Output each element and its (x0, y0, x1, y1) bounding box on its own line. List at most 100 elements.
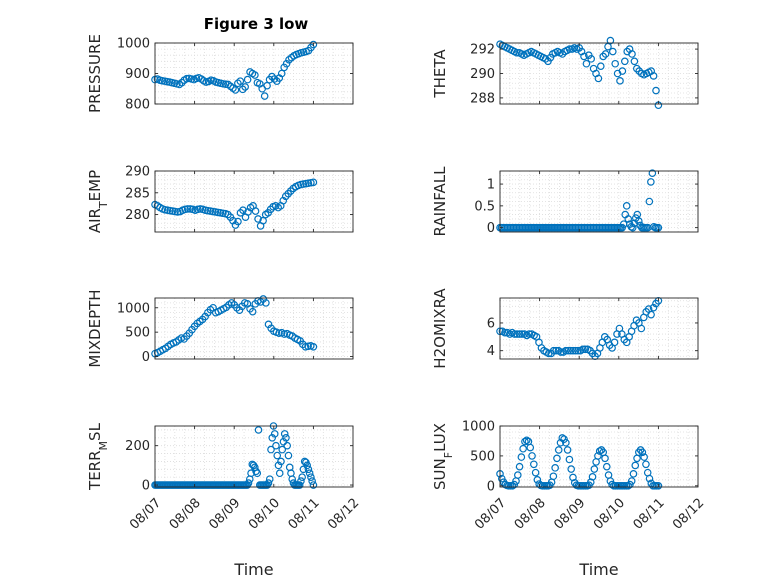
data-point (517, 453, 526, 461)
data-point (599, 52, 608, 61)
x-tick-label: 08/12 (670, 496, 707, 533)
x-axis-label: Time (578, 560, 618, 579)
y-axis-label: AIRTEMP (86, 170, 110, 233)
panel-2: 288 290 292 THETA (431, 36, 699, 110)
data-point (552, 346, 560, 355)
data-point (649, 303, 658, 312)
data-point (618, 223, 626, 232)
data-point (531, 468, 540, 477)
axes-box (154, 425, 354, 488)
x-tick-label: 08/10 (591, 496, 628, 533)
y-tick-label: 1000 (117, 37, 150, 52)
data-point (647, 310, 655, 319)
y-axis-label: MIXDEPTH (86, 289, 104, 367)
axes-box (499, 297, 699, 360)
data-point (268, 434, 277, 442)
data-point (652, 86, 660, 95)
data-point (307, 473, 315, 481)
y-tick-label: 500 (125, 326, 150, 341)
data-point (590, 465, 599, 473)
data-point (564, 346, 573, 355)
data-point (558, 434, 567, 442)
data-point (579, 345, 587, 354)
data-point (642, 460, 650, 469)
data-point (300, 457, 309, 466)
x-tick-label: 08/11 (286, 496, 323, 533)
y-tick-label: 6 (487, 316, 495, 331)
data-point (521, 437, 529, 446)
data-point (528, 452, 536, 460)
data-point (303, 461, 311, 470)
axes-box (154, 297, 354, 360)
x-tick-label: 08/09 (206, 496, 243, 533)
data-point (299, 465, 308, 474)
panel-4: 0 0.5 1 RAINFALL (431, 166, 699, 236)
data-point (497, 474, 506, 483)
y-tick-label: 292 (470, 43, 495, 58)
data-point (654, 481, 663, 490)
x-axis-label: Time (233, 560, 273, 579)
data-point (594, 74, 603, 83)
data-point (608, 47, 617, 56)
data-point (262, 299, 270, 307)
data-point (522, 436, 531, 445)
data-point (606, 477, 615, 485)
data-point (622, 202, 631, 210)
data-point (632, 64, 641, 73)
data-point (640, 453, 648, 461)
data-point (238, 85, 247, 94)
data-point (620, 57, 629, 66)
data-point (624, 481, 632, 490)
x-tick-label: 08/09 (551, 496, 588, 533)
data-point (630, 57, 639, 66)
y-axis-label: SUNFLUX (431, 423, 455, 490)
data-point (515, 462, 524, 471)
data-point (574, 346, 582, 355)
data-point (283, 441, 292, 450)
data-point (611, 59, 620, 68)
data-point (513, 471, 522, 479)
data-point (561, 346, 570, 355)
y-tick-label: 288 (470, 91, 495, 106)
data-point (608, 480, 616, 489)
x-tick-label: 08/11 (631, 496, 668, 533)
data-point (549, 472, 558, 481)
data-point (567, 465, 575, 473)
data-point (510, 480, 519, 489)
data-point (270, 430, 279, 438)
data-point (234, 79, 242, 88)
panel-6: 4 6 H2OMIXRA (431, 288, 699, 369)
data-point (279, 437, 288, 446)
data-point (282, 59, 291, 68)
data-point (628, 223, 637, 232)
data-point (304, 465, 313, 474)
data-point (274, 461, 283, 470)
data-point (627, 477, 636, 485)
data-point (309, 342, 318, 351)
data-point (508, 481, 517, 490)
y-tick-label: 0 (142, 350, 150, 365)
data-point (563, 446, 572, 454)
y-tick-label: 900 (125, 67, 150, 82)
panel-1: 800 900 1000 PRESSURE (86, 34, 354, 113)
x-tick-label: 08/07 (127, 496, 164, 533)
data-point (595, 447, 604, 455)
data-point (298, 473, 306, 481)
data-point (610, 338, 619, 347)
data-point (601, 50, 610, 58)
data-point (649, 72, 658, 80)
data-point (268, 72, 276, 81)
data-point (588, 473, 597, 481)
data-point (251, 71, 259, 79)
data-point (510, 330, 519, 338)
data-point (280, 430, 289, 438)
y-tick-label: 1 (487, 178, 495, 193)
data-point (264, 479, 273, 487)
data-point (512, 48, 521, 57)
axes-box (154, 170, 354, 233)
data-point (530, 460, 538, 469)
data-point (587, 55, 596, 63)
data-point (647, 178, 655, 186)
data-point (618, 67, 627, 75)
data-point (241, 83, 249, 91)
